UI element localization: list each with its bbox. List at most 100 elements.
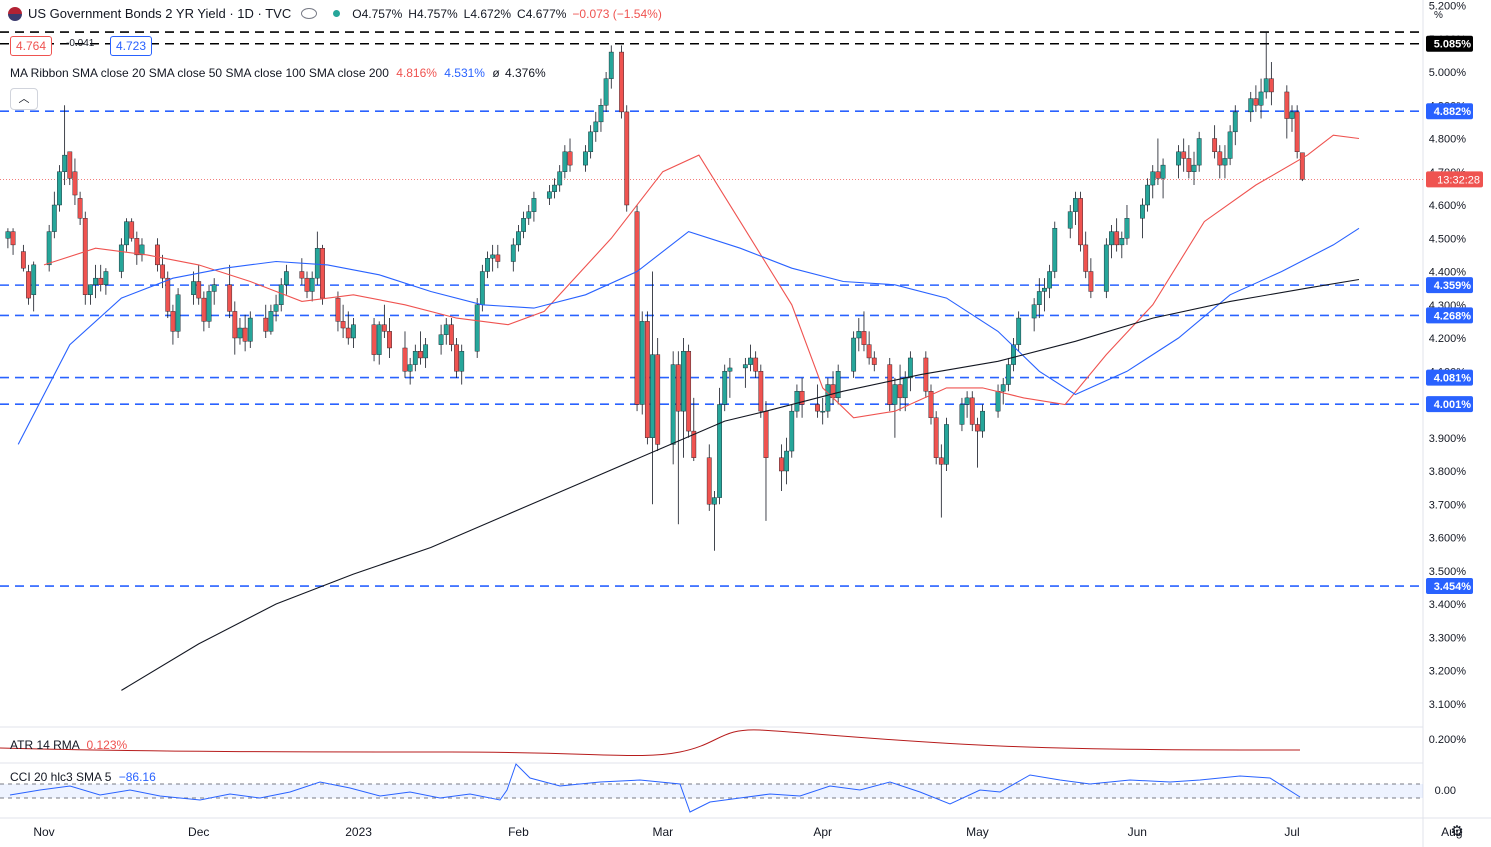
candle-body: [763, 410, 769, 458]
sma-line: [43, 134, 1360, 419]
sma200-value: 4.376%: [505, 66, 546, 80]
candle-body: [681, 351, 686, 412]
spread-value: -0.041: [66, 38, 95, 49]
candle-body: [1005, 364, 1011, 385]
candle-body: [273, 304, 279, 312]
y-axis-tick: 4.600%: [1429, 200, 1467, 212]
ohlc-change: −0.073 (−1.54%): [572, 6, 662, 21]
gear-icon[interactable]: ⚙: [1450, 823, 1464, 840]
market-status-icon: [333, 10, 341, 17]
candle-body: [742, 364, 748, 369]
candle-body: [5, 231, 11, 239]
candle-body: [866, 344, 872, 359]
ma-ribbon-legend[interactable]: MA Ribbon SMA close 20 SMA close 50 SMA …: [10, 66, 546, 80]
candle-body: [1176, 151, 1181, 166]
candle-body: [531, 198, 537, 212]
candle-body: [758, 371, 764, 412]
candle-body: [340, 321, 346, 329]
level-price-tag: [1426, 35, 1473, 52]
y-axis-tick: 3.200%: [1429, 666, 1467, 678]
candle-body: [320, 248, 325, 299]
candle-body: [1109, 231, 1114, 246]
candle-body: [201, 297, 207, 322]
candle-body: [402, 347, 408, 372]
sma-line: [17, 227, 1360, 445]
candle-body: [1072, 198, 1078, 212]
candle-body: [546, 191, 552, 199]
atr-legend[interactable]: ATR 14 RMA 0.123%: [10, 738, 127, 752]
candle-body: [57, 171, 62, 206]
cci-value: −86.16: [118, 770, 156, 784]
candle-body: [588, 131, 594, 153]
y-axis-tick: 3.900%: [1429, 433, 1467, 445]
y-axis-tick: 3.100%: [1429, 699, 1467, 711]
candle-body: [1031, 304, 1037, 319]
candle-body: [20, 251, 26, 269]
candle-body: [820, 410, 826, 413]
y-axis-tick: 3.700%: [1429, 499, 1467, 511]
candle-body: [345, 327, 351, 339]
atr-label: ATR 14 RMA: [10, 738, 80, 752]
buy-button[interactable]: 4.723: [110, 36, 153, 56]
countdown-label: 13:32:28: [1437, 174, 1480, 186]
candle-body: [93, 277, 98, 285]
cci-band: [0, 784, 1423, 798]
candle-body: [1160, 164, 1166, 179]
sell-button[interactable]: 4.764: [10, 36, 53, 56]
x-axis-tick: May: [966, 825, 989, 839]
sma-line: [121, 278, 1360, 691]
level-price-tag: [1426, 277, 1473, 294]
collapse-legend-button[interactable]: ︿: [10, 88, 38, 110]
level-price-label: 4.081%: [1434, 373, 1472, 385]
symbol-title[interactable]: US Government Bonds 2 YR Yield · 1D · TV…: [28, 6, 292, 21]
x-axis-tick: 2023: [345, 825, 372, 839]
candle-body: [871, 357, 877, 365]
candle-body: [46, 231, 52, 266]
sma20-value: 4.816%: [396, 66, 437, 80]
candle-body: [722, 371, 728, 405]
candle-body: [1268, 78, 1274, 93]
candle-body: [964, 397, 970, 405]
cci-legend[interactable]: CCI 20 hlc3 SMA 5 −86.16: [10, 770, 156, 784]
atr-value: 0.123%: [86, 738, 128, 752]
candle-body: [603, 78, 609, 106]
candle-body: [1294, 111, 1300, 153]
candle-body: [232, 311, 238, 339]
candle-body: [1222, 158, 1228, 166]
x-axis-tick: Jul: [1284, 825, 1299, 839]
y-axis-tick: 4.800%: [1429, 134, 1467, 146]
candle-body: [170, 311, 176, 332]
candle-body: [1083, 244, 1089, 272]
candle-body: [165, 277, 171, 312]
candle-body: [160, 264, 166, 279]
ohlc-high: H4.757%: [408, 6, 458, 21]
price-axis-panel[interactable]: [1423, 0, 1491, 847]
chart-header: US Government Bonds 2 YR Yield · 1D · TV…: [8, 6, 662, 21]
x-axis-tick: Feb: [508, 825, 529, 839]
candle-body: [474, 304, 480, 352]
candle-body: [634, 211, 640, 405]
candle-body: [407, 364, 413, 372]
candle-body: [675, 364, 681, 412]
y-axis-tick: 3.400%: [1429, 599, 1467, 611]
level-price-label: 5.085%: [1434, 39, 1472, 51]
candle-body: [1284, 91, 1290, 119]
candle-body: [815, 404, 820, 412]
sma100-value: ø: [492, 66, 500, 80]
candle-body: [206, 291, 212, 322]
level-price-tag: [1426, 103, 1473, 120]
candle-body: [593, 121, 599, 133]
candle-body: [139, 244, 145, 256]
candle-body: [1078, 198, 1083, 246]
candle-body: [412, 351, 418, 365]
candle-body: [1114, 231, 1120, 246]
candle-body: [1088, 271, 1094, 292]
candle-body: [490, 254, 496, 259]
ohlc-low: L4.672%: [463, 6, 512, 21]
candle-body: [794, 391, 800, 412]
candle-body: [1258, 91, 1264, 106]
candle-body: [1289, 111, 1295, 119]
candle-body: [650, 354, 655, 438]
eye-icon[interactable]: [301, 8, 318, 19]
